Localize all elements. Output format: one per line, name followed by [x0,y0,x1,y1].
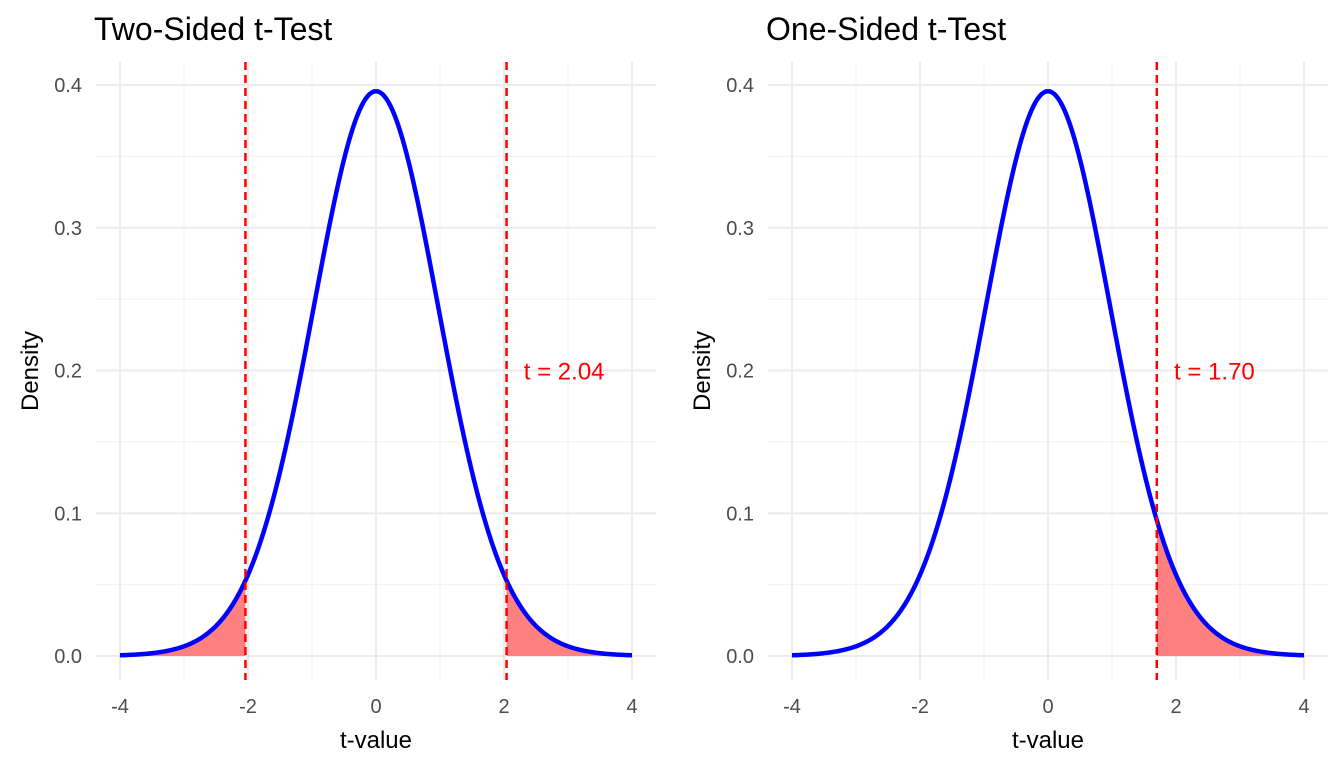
x-tick-label: 4 [626,696,637,718]
x-axis-label: t-value [1012,727,1084,754]
y-tick-label: 0.0 [54,646,82,668]
density-curve [791,88,1305,658]
critical-value-annotation: t = 2.04 [524,359,605,386]
y-tick-label: 0.4 [726,75,754,97]
x-axis-label: t-value [340,727,412,754]
x-tick-label: 2 [1170,696,1181,718]
y-tick-label: 0.3 [54,218,82,240]
x-tick-label: 0 [1042,696,1053,718]
x-tick-label: -4 [111,696,129,718]
chart-title: One-Sided t-Test [766,11,1006,47]
y-axis-label: Density [17,331,44,411]
chart-title: Two-Sided t-Test [94,11,332,47]
x-tick-label: 2 [498,696,509,718]
y-tick-label: 0.3 [726,218,754,240]
y-tick-label: 0.4 [54,75,82,97]
x-tick-label: -4 [783,696,801,718]
y-tick-label: 0.2 [726,361,754,383]
density-curve [119,88,633,658]
y-tick-label: 0.2 [54,361,82,383]
x-tick-label: -2 [911,696,929,718]
y-tick-label: 0.1 [54,503,82,525]
rejection-region-1 [1156,520,1304,656]
x-tick-label: 0 [370,696,381,718]
critical-value-annotation: t = 1.70 [1174,359,1255,386]
chart-panel-1: t = 2.04 -4 -2 0 2 4 0.0 0.1 0.2 0.3 0.4 Two-Sided … [17,11,656,754]
x-tick-label: -2 [239,696,257,718]
y-axis-label: Density [689,331,716,411]
y-tick-label: 0.1 [726,503,754,525]
y-tick-label: 0.0 [726,646,754,668]
chart-panel-2: t = 1.70 -4 -2 0 2 4 0.0 0.1 0.2 0.3 0.4 One-Sided … [689,11,1328,754]
rejection-region-2 [506,580,632,656]
x-tick-label: 4 [1298,696,1309,718]
rejection-region-1 [120,580,246,656]
